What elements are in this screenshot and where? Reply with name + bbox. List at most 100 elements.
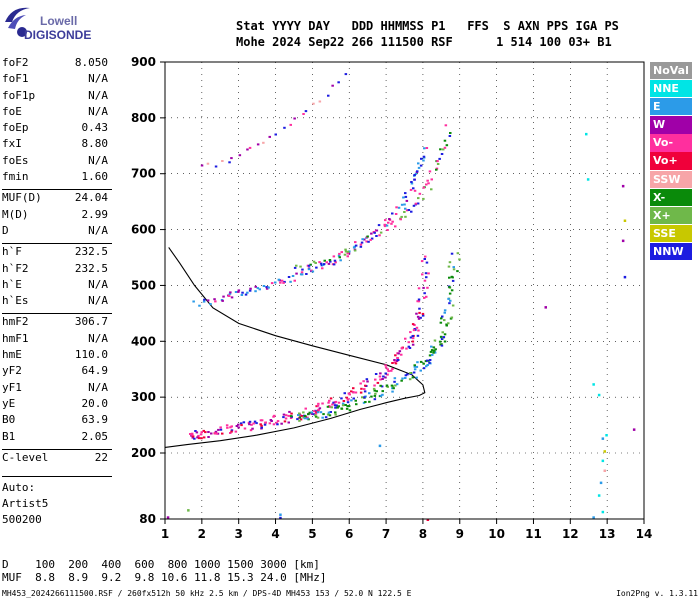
x-multihop-point [354, 244, 358, 247]
o-third-hop-point [283, 126, 286, 129]
x-trace-point [448, 261, 452, 264]
o-trace-point [421, 273, 424, 276]
x-trace-point [368, 392, 371, 395]
o-trace-point [423, 258, 426, 260]
o-trace-point [381, 378, 384, 380]
o-trace-point [425, 261, 429, 264]
o-trace-point [191, 433, 194, 436]
o-multihop-point [403, 203, 406, 206]
o-trace-point [416, 334, 420, 337]
o-multihop-point [315, 266, 318, 269]
o-trace-point [394, 354, 397, 357]
o-trace-point [235, 425, 239, 427]
o-third-hop-point [256, 143, 260, 146]
o-trace-point [400, 347, 404, 350]
plot-frame [164, 61, 645, 520]
o-trace-point [411, 323, 415, 326]
param-label: h`Es [2, 294, 29, 308]
x-trace-point [447, 265, 451, 268]
o-trace-point [312, 413, 315, 416]
param-value: 110.0 [74, 348, 108, 362]
x-trace-point [373, 398, 377, 401]
o-multihop-point [321, 267, 324, 270]
o-trace-point [287, 421, 290, 424]
o-trace-point [363, 390, 367, 393]
o-trace-point [289, 417, 293, 419]
x-trace-point [334, 406, 337, 409]
y-tick-label: 500 [131, 278, 156, 292]
o-trace-point [391, 368, 394, 370]
o-multihop-point [339, 259, 342, 262]
x-trace-point [431, 353, 434, 356]
legend-item-nnw: NNW [650, 242, 692, 261]
x-trace-point [439, 335, 443, 338]
electron-density-profile-line [164, 247, 426, 448]
x-trace-point [326, 405, 330, 408]
o-multihop-point [228, 292, 232, 295]
o-multihop-point [203, 298, 206, 301]
x-trace-point [348, 409, 352, 412]
param-row: h`E N/A [2, 277, 112, 293]
o-trace-point [417, 317, 421, 320]
o-trace-point [424, 255, 427, 258]
x-trace-point [395, 383, 399, 386]
x-multihop-point [417, 197, 420, 200]
echo-points [166, 73, 636, 521]
param-label: MUF(D) [2, 191, 42, 205]
o-trace-point [196, 436, 199, 439]
o-trace-point [317, 402, 320, 405]
scatter-point [597, 393, 601, 397]
o-trace-point [299, 414, 302, 417]
o-trace-point [250, 423, 253, 426]
legend-item-ssw: SSW [650, 170, 692, 188]
x-trace-point [298, 412, 301, 415]
x-trace-point [448, 276, 451, 279]
o-trace-point [260, 419, 264, 422]
legend-item-nne: NNE [650, 80, 692, 98]
x-trace-point [450, 275, 454, 278]
x-multihop-point [399, 218, 402, 221]
scatter-point [601, 510, 605, 514]
x-multihop-point [444, 124, 448, 127]
o-multihop-point [413, 178, 416, 181]
o-multihop-point [279, 281, 282, 284]
x-trace-point [330, 406, 333, 409]
x-trace-point [364, 401, 367, 403]
x-trace-point [448, 292, 452, 295]
legend-item-vo-plus: Vo+ [650, 152, 692, 170]
o-trace-point [397, 352, 400, 355]
x-trace-point [404, 374, 408, 377]
o-trace-point [342, 400, 346, 402]
x-multihop-point [428, 170, 432, 173]
o-trace-point [282, 413, 286, 416]
x-multihop-point [386, 229, 389, 231]
muf-table: D 100 200 400 600 800 1000 1500 3000 [km… [2, 558, 327, 584]
o-multihop-point [422, 155, 426, 158]
o-trace-point [240, 424, 243, 427]
scatter-point [621, 239, 625, 243]
x-multihop-point [439, 148, 442, 151]
o-multihop-point [340, 251, 343, 254]
o-multihop-point [258, 288, 261, 291]
o-trace-point [414, 328, 417, 331]
o-trace-point [276, 423, 279, 426]
x-trace-point [372, 387, 376, 390]
param-value: 0.43 [81, 121, 109, 135]
o-trace-point [304, 407, 307, 410]
x-trace-point [327, 411, 331, 414]
o-multihop-point [289, 280, 292, 283]
param-row: h`Es N/A [2, 293, 112, 309]
o-multihop-point [360, 241, 364, 244]
x-multihop-point [427, 182, 430, 185]
o-trace-point [301, 415, 304, 417]
param-value: 22 [94, 450, 108, 464]
x-trace-point [422, 367, 426, 370]
x-multihop-point [346, 250, 350, 253]
x-trace-point [307, 413, 310, 416]
o-trace-point [248, 423, 251, 426]
x-trace-point [433, 351, 437, 354]
o-multihop-point [254, 290, 257, 293]
o-trace-point [243, 427, 247, 430]
o-multihop-point [256, 287, 260, 290]
o-multihop-point [229, 291, 232, 294]
